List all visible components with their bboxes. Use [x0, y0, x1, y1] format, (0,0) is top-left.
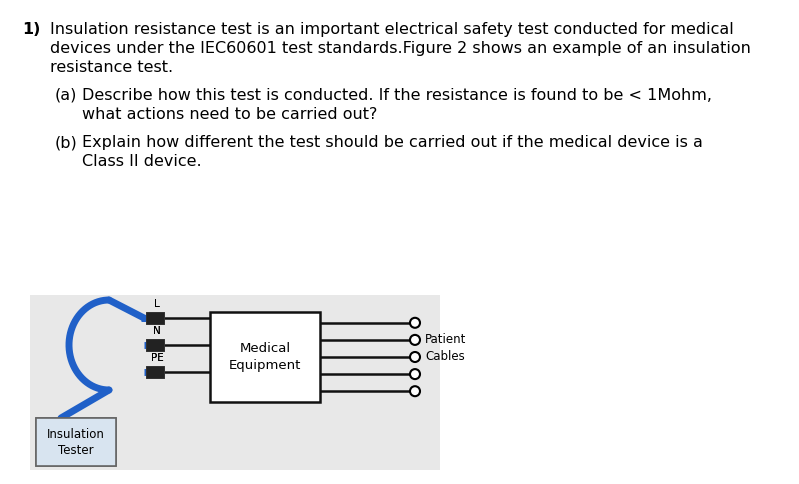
FancyBboxPatch shape [146, 366, 164, 378]
FancyBboxPatch shape [210, 312, 320, 402]
Circle shape [410, 335, 420, 345]
Text: Explain how different the test should be carried out if the medical device is a: Explain how different the test should be… [82, 135, 703, 150]
Circle shape [410, 318, 420, 328]
Text: Patient: Patient [425, 333, 467, 347]
Circle shape [410, 352, 420, 362]
FancyBboxPatch shape [146, 366, 164, 378]
FancyBboxPatch shape [36, 418, 116, 466]
FancyBboxPatch shape [30, 295, 440, 470]
FancyBboxPatch shape [146, 312, 164, 324]
Text: Describe how this test is conducted. If the resistance is found to be < 1Mohm,: Describe how this test is conducted. If … [82, 88, 712, 103]
Text: devices under the IEC60601 test standards.Figure 2 shows an example of an insula: devices under the IEC60601 test standard… [50, 41, 751, 56]
FancyBboxPatch shape [146, 339, 164, 351]
Text: Equipment: Equipment [229, 359, 301, 372]
Text: Insulation: Insulation [47, 427, 105, 440]
Text: Medical: Medical [240, 343, 291, 356]
Text: Insulation: Insulation [47, 427, 105, 440]
Text: (a): (a) [55, 88, 78, 103]
Text: Tester: Tester [58, 443, 93, 456]
FancyBboxPatch shape [146, 312, 164, 324]
FancyBboxPatch shape [146, 339, 164, 351]
Text: Class II device.: Class II device. [82, 154, 201, 169]
Circle shape [410, 369, 420, 379]
Text: N: N [153, 326, 161, 336]
Circle shape [410, 386, 420, 396]
FancyBboxPatch shape [36, 418, 116, 466]
Text: Tester: Tester [58, 443, 93, 456]
Text: Insulation resistance test is an important electrical safety test conducted for : Insulation resistance test is an importa… [50, 22, 733, 37]
Text: resistance test.: resistance test. [50, 60, 173, 75]
Text: N: N [153, 326, 161, 336]
Text: PE: PE [151, 353, 163, 363]
Text: (b): (b) [55, 135, 78, 150]
Text: what actions need to be carried out?: what actions need to be carried out? [82, 107, 377, 122]
Text: L: L [154, 299, 160, 309]
Text: Cables: Cables [425, 350, 465, 363]
Text: PE: PE [151, 353, 163, 363]
Text: 1): 1) [22, 22, 41, 37]
Text: L: L [154, 299, 160, 309]
